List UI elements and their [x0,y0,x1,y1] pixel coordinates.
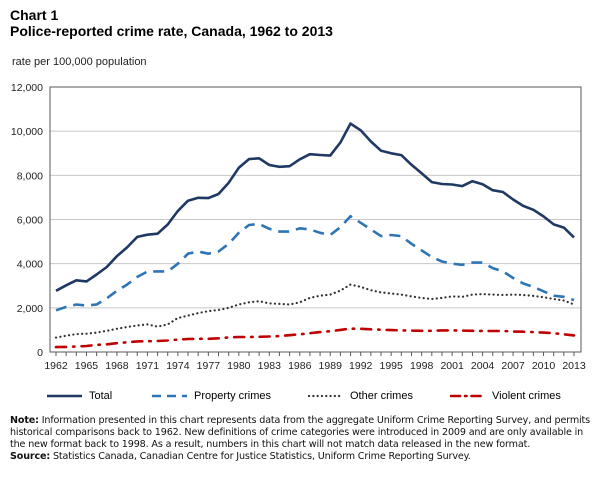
legend-swatch-property [152,394,187,398]
plot-frame [49,86,582,353]
x-tick-label: 2001 [440,360,464,372]
y-axis: 0 2,000 4,000 6,000 8,000 10,000 12,000 [11,82,43,359]
y-tick-label: 4,000 [17,259,43,271]
legend-label-violent: Violent crimes [492,390,561,402]
y-tick-label: 8,000 [17,170,43,182]
x-tick-label: 1986 [288,360,312,372]
chart-label: Chart 1 [10,7,59,23]
series-group [54,122,576,349]
legend-swatch-total [47,394,82,398]
legend-label-other: Other crimes [350,390,413,402]
source-label: Source: [10,451,51,462]
x-tick-label: 1998 [410,360,434,372]
y-axis-unit-label: rate per 100,000 population [12,56,147,68]
gridlines [50,130,581,309]
source-text: Statistics Canada, Canadian Centre for J… [52,451,471,462]
x-tick-label: 1992 [349,360,373,372]
legend-item-property: Property crimes [152,390,271,402]
legend-label-property: Property crimes [194,390,272,402]
x-tick-label: 1968 [105,360,129,372]
x-tick-label: 1977 [197,360,221,372]
legend-item-total: Total [47,390,112,402]
y-tick-label: 12,000 [11,82,43,94]
series-line-violent-crimes [54,327,576,349]
x-tick-label: 2010 [532,360,556,372]
x-tick-label: 1965 [75,360,99,372]
x-tick-label: 1962 [44,360,68,372]
x-tick-label: 1995 [379,360,403,372]
y-tick-label: 10,000 [11,126,43,138]
x-tick-label: 1971 [136,360,160,372]
series-line-property-crimes [55,214,575,312]
series-line-other-crimes [54,283,576,339]
source-paragraph: Source: Statistics Canada, Canadian Cent… [10,451,595,463]
note-paragraph: Note: Information presented in this char… [10,415,595,451]
x-tick-label: 1980 [227,360,251,372]
y-tick-label: 6,000 [17,215,43,227]
series-line-total [55,122,575,292]
x-tick-label: 1983 [258,360,282,372]
legend-item-other: Other crimes [308,390,413,402]
x-tick-label: 2007 [501,360,525,372]
legend-swatch-violent [450,394,486,398]
x-tick-label: 1989 [319,360,343,372]
x-tick-label: 1974 [166,360,190,372]
x-axis: 1962 1965 1968 1971 1974 1977 1980 1983 1986 1989… [44,352,586,372]
note-label: Note: [10,415,39,426]
x-tick-label: 2004 [471,360,495,372]
note-text: Information presented in this chart repr… [10,415,590,450]
chart-title: Police-reported crime rate, Canada, 1962… [10,23,333,39]
legend-label-total: Total [89,390,113,402]
y-tick-label: 2,000 [17,303,43,315]
legend-swatch-other [308,394,344,398]
notes-block: Note: Information presented in this char… [10,415,595,463]
legend-item-violent: Violent crimes [450,390,561,402]
y-tick-label: 0 [37,347,43,359]
legend: Total Property crimes Other crimes Viole… [0,390,600,406]
x-tick-label: 2013 [562,360,586,372]
